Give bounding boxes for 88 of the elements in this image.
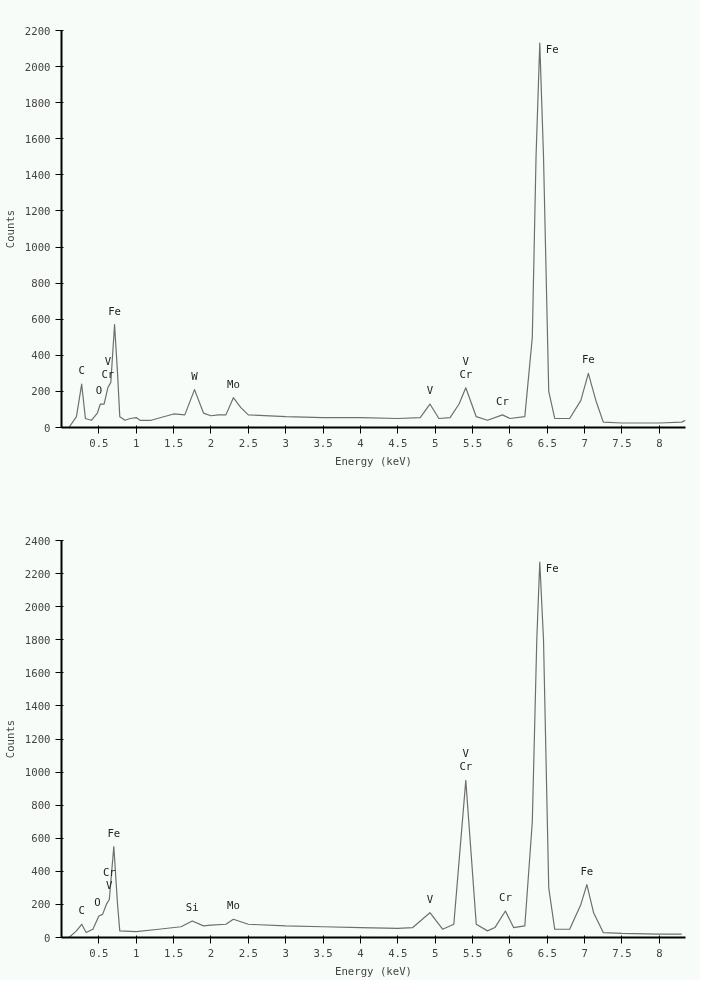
x-tick-label: 2 bbox=[207, 946, 215, 960]
x-tick-label: 4 bbox=[357, 436, 364, 450]
x-axis-title: Energy (keV) bbox=[335, 964, 413, 978]
annotation: Fe bbox=[108, 304, 121, 318]
x-tick-label: 1 bbox=[133, 436, 140, 450]
x-tick-label: 7.5 bbox=[612, 946, 632, 960]
x-tick-label: 3 bbox=[282, 436, 289, 450]
annotation: V bbox=[462, 354, 470, 368]
y-tick-label: 1800 bbox=[24, 633, 51, 647]
y-tick-label: 2000 bbox=[24, 600, 51, 614]
y-axis-title: Counts bbox=[3, 209, 17, 249]
y-tick-label: 1600 bbox=[24, 666, 51, 680]
annotation: Cr bbox=[459, 760, 473, 774]
y-tick-label: 600 bbox=[31, 313, 51, 327]
annotation: C bbox=[78, 364, 85, 378]
x-tick-label: 2.5 bbox=[238, 436, 258, 450]
x-tick-label: 4.5 bbox=[388, 436, 408, 450]
x-tick-label: 2.5 bbox=[238, 946, 258, 960]
y-tick-label: 400 bbox=[31, 349, 51, 363]
x-tick-label: 4 bbox=[357, 946, 364, 960]
y-tick-label: 1800 bbox=[24, 96, 51, 110]
x-tick-label: 1.5 bbox=[163, 436, 184, 450]
annotation: Fe bbox=[107, 826, 121, 840]
x-tick-label: 4.5 bbox=[388, 946, 408, 960]
x-tick-label: 7 bbox=[581, 946, 588, 960]
x-tick-label: 6.5 bbox=[537, 436, 557, 450]
annotation: Cr bbox=[459, 367, 473, 381]
annotation: V bbox=[462, 747, 470, 761]
annotation: Fe bbox=[580, 864, 594, 878]
x-tick-label: 6 bbox=[506, 436, 514, 450]
x-tick-label: 8 bbox=[656, 946, 663, 960]
annotation: Fe bbox=[545, 562, 559, 575]
x-tick-label: 1 bbox=[133, 946, 140, 960]
y-tick-label: 1000 bbox=[24, 766, 51, 780]
annotation: Fe bbox=[545, 43, 559, 57]
y-tick-label: 2200 bbox=[24, 567, 51, 581]
y-tick-label: 400 bbox=[31, 865, 51, 879]
annotation: O bbox=[94, 896, 101, 909]
y-tick-label: 1000 bbox=[24, 241, 51, 255]
y-tick-label: 2000 bbox=[24, 60, 51, 74]
x-tick-label: 0.5 bbox=[89, 436, 109, 450]
y-tick-label: 1200 bbox=[24, 204, 51, 218]
annotation: Cr bbox=[498, 891, 513, 905]
annotation: Si bbox=[185, 900, 199, 914]
annotation: W bbox=[191, 369, 199, 383]
y-tick-label: 200 bbox=[31, 385, 51, 399]
y-tick-label: 1600 bbox=[24, 132, 51, 146]
x-tick-label: 2 bbox=[207, 436, 215, 450]
x-tick-label: 3.5 bbox=[313, 436, 333, 450]
annotation: V bbox=[426, 384, 434, 398]
y-tick-label: 0 bbox=[44, 421, 51, 435]
y-tick-label: 1400 bbox=[24, 168, 51, 182]
annotation: Cr bbox=[101, 367, 115, 381]
x-tick-label: 7.5 bbox=[612, 436, 632, 450]
y-axis-title: Counts bbox=[3, 719, 17, 759]
line-series bbox=[68, 42, 686, 428]
y-tick-label: 600 bbox=[31, 832, 51, 846]
y-tick-label: 2400 bbox=[24, 534, 51, 548]
y-tick-label: 800 bbox=[31, 799, 51, 813]
x-tick-label: 6.5 bbox=[537, 946, 557, 960]
x-tick-label: 8 bbox=[656, 436, 663, 450]
annotation: V bbox=[426, 892, 434, 906]
annotation: Mo bbox=[226, 377, 240, 391]
x-tick-label: 5 bbox=[431, 436, 439, 450]
y-tick-label: 0 bbox=[44, 931, 51, 945]
y-tick-label: 2200 bbox=[24, 24, 51, 38]
annotation: Fe bbox=[581, 353, 595, 367]
y-tick-label: 1400 bbox=[24, 699, 51, 713]
annotation: C bbox=[78, 904, 85, 918]
x-tick-label: 0.5 bbox=[89, 946, 109, 960]
x-tick-label: 3 bbox=[282, 946, 289, 960]
annotation: Cr bbox=[495, 394, 510, 408]
annotation: V bbox=[104, 354, 112, 368]
x-tick-label: 5 bbox=[431, 946, 439, 960]
annotation: O bbox=[95, 384, 103, 398]
x-tick-label: 5.5 bbox=[462, 946, 483, 960]
x-tick-label: 3.5 bbox=[313, 946, 333, 960]
x-tick-label: 1.5 bbox=[163, 946, 184, 960]
annotation: Mo bbox=[226, 899, 240, 913]
x-tick-label: 7 bbox=[581, 436, 588, 450]
y-tick-label: 800 bbox=[31, 277, 51, 291]
x-axis-title: Energy (keV) bbox=[335, 454, 413, 468]
x-tick-label: 5.5 bbox=[462, 436, 483, 450]
y-tick-label: 1200 bbox=[24, 733, 51, 746]
x-tick-label: 6 bbox=[506, 946, 514, 960]
line-series bbox=[68, 561, 683, 938]
y-tick-label: 200 bbox=[31, 898, 51, 912]
annotation: V bbox=[106, 879, 114, 893]
